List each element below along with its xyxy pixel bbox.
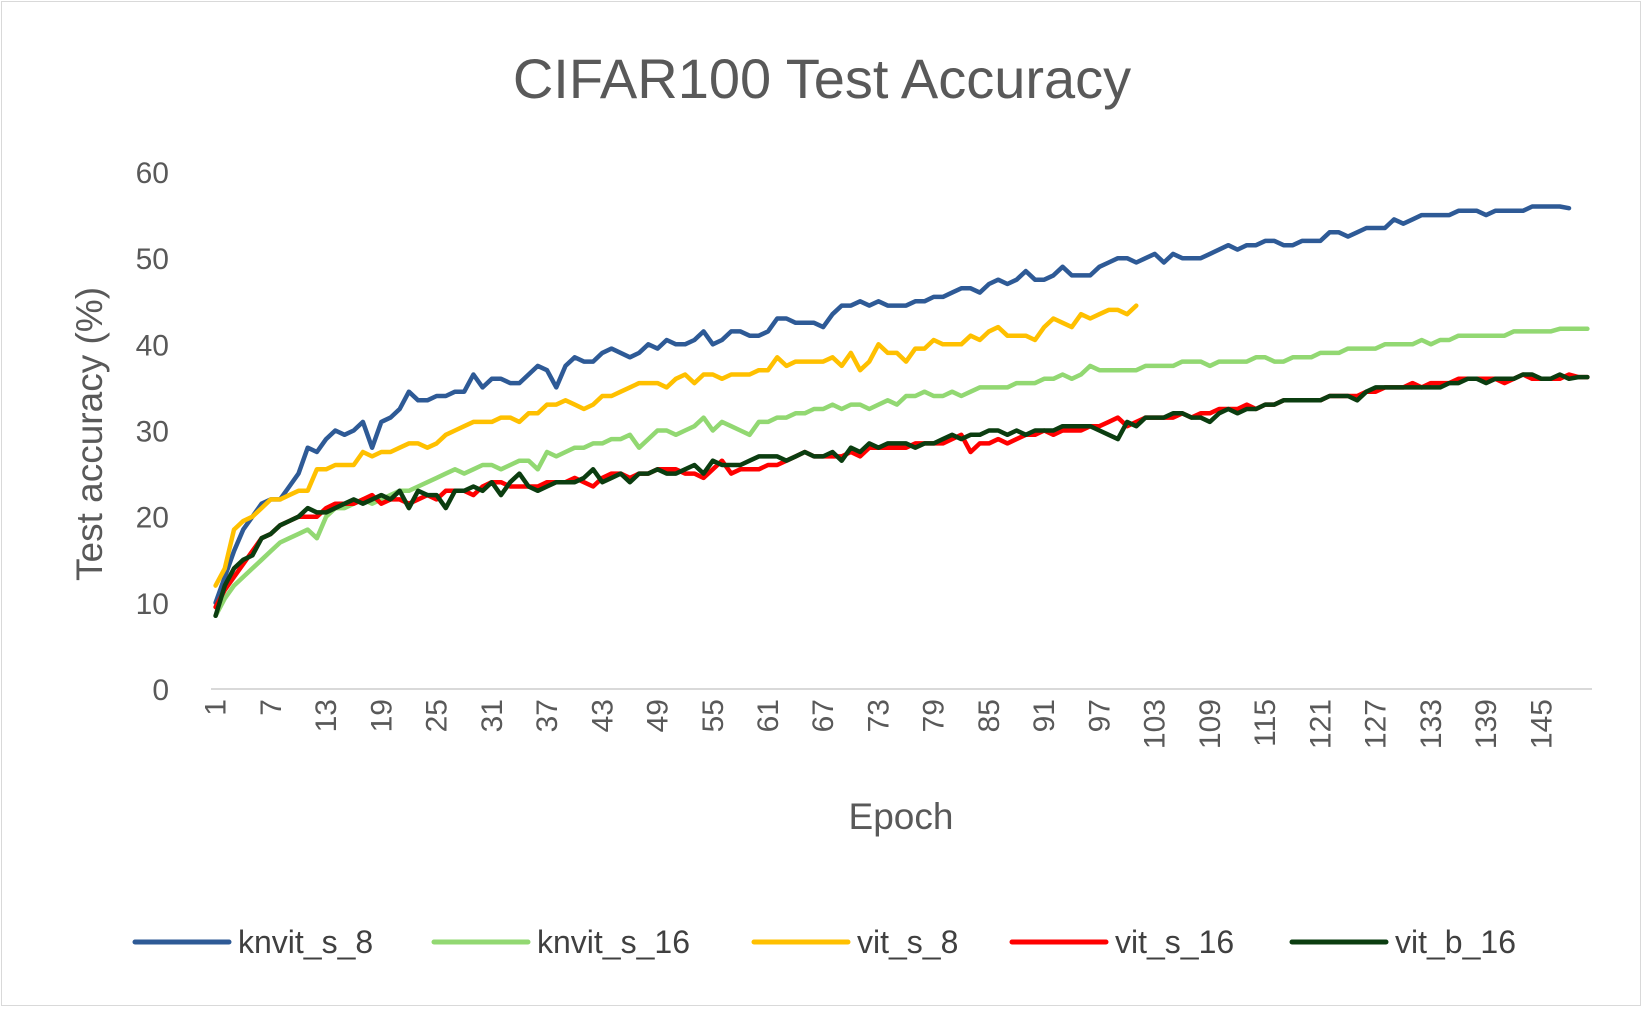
x-tick-label: 25 <box>421 699 454 732</box>
chart-title: CIFAR100 Test Accuracy <box>513 47 1131 110</box>
legend-label: knvit_s_16 <box>537 924 690 960</box>
y-tick-label: 0 <box>152 674 169 707</box>
series-line-vit-b-16 <box>213 372 1590 619</box>
x-tick-label: 31 <box>476 699 509 732</box>
x-tick-label: 43 <box>586 699 619 732</box>
x-tick-label: 7 <box>255 699 288 716</box>
x-tick-label: 37 <box>531 699 564 732</box>
series-lines <box>213 204 1590 619</box>
x-tick-label: 127 <box>1360 699 1393 749</box>
x-axis-ticks: 1 7 13 19 25 31 37 43 49 55 61 67 73 79 85 91 97 103 109 11… <box>200 699 1559 749</box>
x-tick-label: 1 <box>200 699 233 716</box>
legend-label: vit_b_16 <box>1395 924 1516 960</box>
legend-label: vit_s_8 <box>857 924 958 960</box>
legend: knvit_s_8 knvit_s_16 vit_s_8 vit_s_16 vit_b_… <box>132 924 1516 960</box>
y-tick-label: 20 <box>136 502 169 535</box>
y-axis-ticks: 0 10 20 30 40 50 60 <box>136 157 169 707</box>
series-line-knvit-s-16 <box>213 326 1590 619</box>
x-tick-label: 97 <box>1083 699 1116 732</box>
series-line-vit-s-16 <box>213 372 1590 610</box>
y-tick-label: 50 <box>136 243 169 276</box>
x-tick-label: 85 <box>973 699 1006 732</box>
x-tick-label: 103 <box>1139 699 1172 749</box>
x-tick-label: 121 <box>1304 699 1337 749</box>
series-line-vit-s-8 <box>213 303 1139 588</box>
x-tick-label: 139 <box>1470 699 1503 749</box>
x-tick-label: 49 <box>642 699 675 732</box>
x-tick-label: 145 <box>1525 699 1558 749</box>
y-tick-label: 30 <box>136 416 169 449</box>
legend-label: vit_s_16 <box>1115 924 1234 960</box>
x-tick-label: 55 <box>697 699 730 732</box>
x-axis-title: Epoch <box>849 796 954 837</box>
x-tick-label: 109 <box>1194 699 1227 749</box>
x-tick-label: 19 <box>365 699 398 732</box>
x-tick-label: 13 <box>310 699 343 732</box>
x-tick-label: 91 <box>1028 699 1061 732</box>
y-tick-label: 60 <box>136 157 169 190</box>
x-tick-label: 133 <box>1415 699 1448 749</box>
y-tick-label: 40 <box>136 329 169 362</box>
y-tick-label: 10 <box>136 588 169 621</box>
x-tick-label: 73 <box>862 699 895 732</box>
y-axis-title: Test accuracy (%) <box>69 287 110 581</box>
x-tick-label: 115 <box>1249 699 1282 747</box>
series-line-knvit-s-8 <box>213 204 1572 606</box>
legend-label: knvit_s_8 <box>238 924 373 960</box>
x-tick-label: 67 <box>807 699 840 732</box>
x-tick-label: 79 <box>918 699 951 732</box>
x-tick-label: 61 <box>752 699 785 732</box>
